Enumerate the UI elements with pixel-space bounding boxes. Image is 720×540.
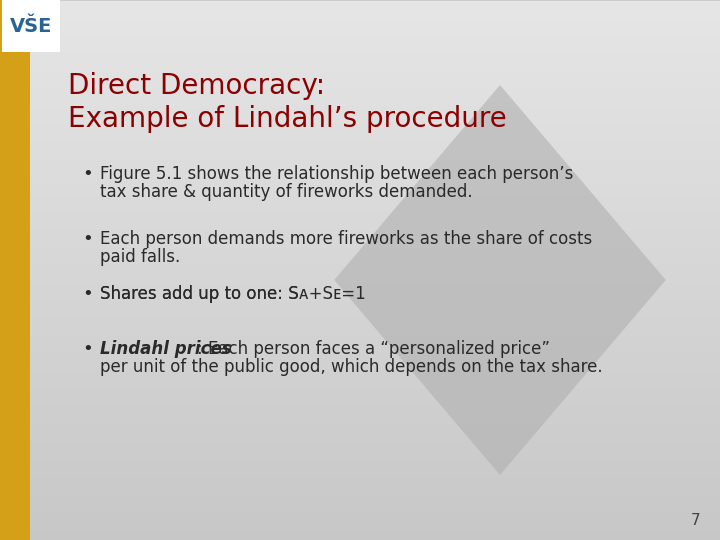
- Text: per unit of the public good, which depends on the tax share.: per unit of the public good, which depen…: [100, 358, 603, 376]
- Text: 7: 7: [690, 513, 700, 528]
- Text: : Each person faces a “personalized price”: : Each person faces a “personalized pric…: [197, 340, 551, 358]
- Text: Lindahl prices: Lindahl prices: [100, 340, 232, 358]
- Bar: [0, 0, 30, 540]
- Text: Shares add up to one: S: Shares add up to one: S: [100, 285, 299, 303]
- Text: VŠE: VŠE: [10, 17, 52, 36]
- FancyBboxPatch shape: [2, 0, 60, 52]
- Text: tax share & quantity of fireworks demanded.: tax share & quantity of fireworks demand…: [100, 183, 472, 201]
- Text: •: •: [82, 230, 93, 248]
- Text: paid falls.: paid falls.: [100, 248, 180, 266]
- Text: Shares add up to one: Sᴀ+Sᴇ=1: Shares add up to one: Sᴀ+Sᴇ=1: [100, 285, 366, 303]
- Polygon shape: [334, 85, 666, 475]
- Text: Example of Lindahl’s procedure: Example of Lindahl’s procedure: [68, 105, 507, 133]
- Text: •: •: [82, 340, 93, 358]
- Text: Each person demands more fireworks as the share of costs: Each person demands more fireworks as th…: [100, 230, 593, 248]
- Text: Figure 5.1 shows the relationship between each person’s: Figure 5.1 shows the relationship betwee…: [100, 165, 573, 183]
- Text: •: •: [82, 285, 93, 303]
- Text: Direct Democracy:: Direct Democracy:: [68, 72, 325, 100]
- Text: •: •: [82, 165, 93, 183]
